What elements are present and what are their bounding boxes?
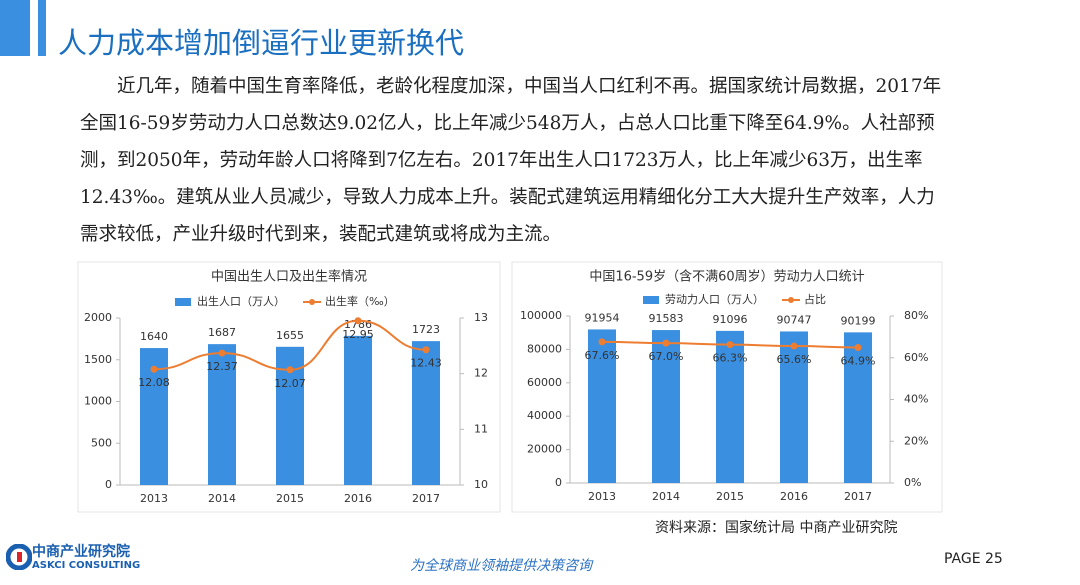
body-text: 近几年，随着中国生育率降低，老龄化程度加深，中国当人口红利不再。据国家统计局数据… xyxy=(80,76,942,245)
bar xyxy=(716,330,744,483)
bar xyxy=(344,335,372,485)
y2-tick-label: 60% xyxy=(904,351,928,364)
x-tick-label: 2015 xyxy=(716,490,744,503)
x-tick-label: 2017 xyxy=(844,490,872,503)
y2-tick-label: 13 xyxy=(474,311,488,324)
line-marker xyxy=(422,346,430,354)
bar xyxy=(588,329,616,483)
legend-marker xyxy=(309,299,315,305)
x-tick-label: 2016 xyxy=(780,490,808,503)
x-tick-label: 2014 xyxy=(652,490,680,503)
legend-label: 劳动力人口（万人） xyxy=(665,293,764,306)
line-value-label: 12.37 xyxy=(206,360,238,373)
bar xyxy=(844,332,872,483)
line-value-label: 64.9% xyxy=(841,355,876,368)
bar-value-label: 1640 xyxy=(140,330,168,343)
x-tick-label: 2015 xyxy=(276,492,304,505)
y2-tick-label: 40% xyxy=(904,393,928,406)
charts: 中国出生人口及出生率情况 0 500 1000 1500 2000 10 11 12 13 2013… xyxy=(77,261,943,513)
line-value-label: 12.43 xyxy=(410,357,442,370)
y-tick-label: 0 xyxy=(105,478,112,491)
bar-value-label: 1723 xyxy=(412,323,440,336)
line-marker xyxy=(726,341,734,349)
legend-label: 出生人口（万人） xyxy=(197,294,285,308)
slogan: 为全球商业领袖提供决策咨询 xyxy=(410,558,592,574)
line-marker xyxy=(286,366,294,374)
legend-swatch xyxy=(643,296,659,304)
x-tick-label: 2014 xyxy=(208,492,236,505)
x-tick-label: 2017 xyxy=(412,492,440,505)
logo-subtext: ASKCI CONSULTING xyxy=(32,560,141,571)
bar-value-label: 91096 xyxy=(713,313,748,326)
line-value-label: 65.6% xyxy=(777,353,812,366)
bar-value-label: 91954 xyxy=(585,311,620,324)
y-tick-label: 0 xyxy=(555,476,562,489)
line-marker xyxy=(854,344,862,352)
bar-value-label: 1687 xyxy=(208,326,236,339)
y-tick-label: 1000 xyxy=(84,395,112,408)
title-bar xyxy=(38,0,46,56)
line-value-label: 12.07 xyxy=(274,377,306,390)
line-value-label: 66.3% xyxy=(713,352,748,365)
bar-value-label: 90199 xyxy=(841,314,876,327)
source: 资料来源：国家统计局 中商产业研究院 xyxy=(655,520,898,536)
line-value-label: 12.95 xyxy=(342,328,374,341)
y-tick-label: 60000 xyxy=(527,376,562,389)
x-tick-label: 2016 xyxy=(344,492,372,505)
line-value-label: 67.0% xyxy=(649,350,684,363)
bar-value-label: 91583 xyxy=(649,312,684,325)
bar xyxy=(652,330,680,483)
y-tick-label: 500 xyxy=(91,436,112,449)
legend-swatch xyxy=(175,298,191,306)
line-marker xyxy=(354,317,362,325)
chart-frame xyxy=(77,261,501,513)
y2-tick-label: 12 xyxy=(474,367,488,380)
bar xyxy=(412,341,440,485)
y2-tick-label: 11 xyxy=(474,422,488,435)
y2-tick-label: 20% xyxy=(904,434,928,447)
legend-label: 出生率（‰） xyxy=(325,294,395,308)
y2-tick-label: 0% xyxy=(904,476,921,489)
bar-value-label: 90747 xyxy=(777,313,812,326)
line-value-label: 67.6% xyxy=(585,349,620,362)
x-tick-label: 2013 xyxy=(588,490,616,503)
slide-title: 人力成本增加倒逼行业更新换代 xyxy=(58,26,465,60)
y-tick-label: 1500 xyxy=(84,353,112,366)
line-marker xyxy=(662,339,670,347)
x-tick-label: 2013 xyxy=(140,492,168,505)
line-value-label: 12.08 xyxy=(138,376,170,389)
line-marker xyxy=(790,342,798,350)
y-tick-label: 2000 xyxy=(84,311,112,324)
line-marker xyxy=(218,349,226,357)
chart-title: 中国出生人口及出生率情况 xyxy=(211,269,367,285)
y-tick-label: 100000 xyxy=(520,309,562,322)
bar xyxy=(780,331,808,483)
legend-marker xyxy=(788,297,794,303)
chart-frame xyxy=(511,261,943,513)
y-tick-label: 80000 xyxy=(527,342,562,355)
bar xyxy=(208,344,236,485)
bar-value-label: 1655 xyxy=(276,329,304,342)
logo-icon xyxy=(6,544,32,570)
y-tick-label: 40000 xyxy=(527,409,562,422)
y2-tick-label: 10 xyxy=(474,478,488,491)
page-number: PAGE 25 xyxy=(944,551,1003,567)
line-marker xyxy=(150,365,158,373)
legend-label: 占比 xyxy=(804,292,826,306)
line-marker xyxy=(598,338,606,346)
title-bar xyxy=(0,0,30,56)
y2-tick-label: 80% xyxy=(904,309,928,322)
chart-title: 中国16-59岁（含不满60周岁）劳动力人口统计 xyxy=(589,269,864,285)
y-tick-label: 20000 xyxy=(527,443,562,456)
logo-text: 中商产业研究院 xyxy=(32,544,130,560)
